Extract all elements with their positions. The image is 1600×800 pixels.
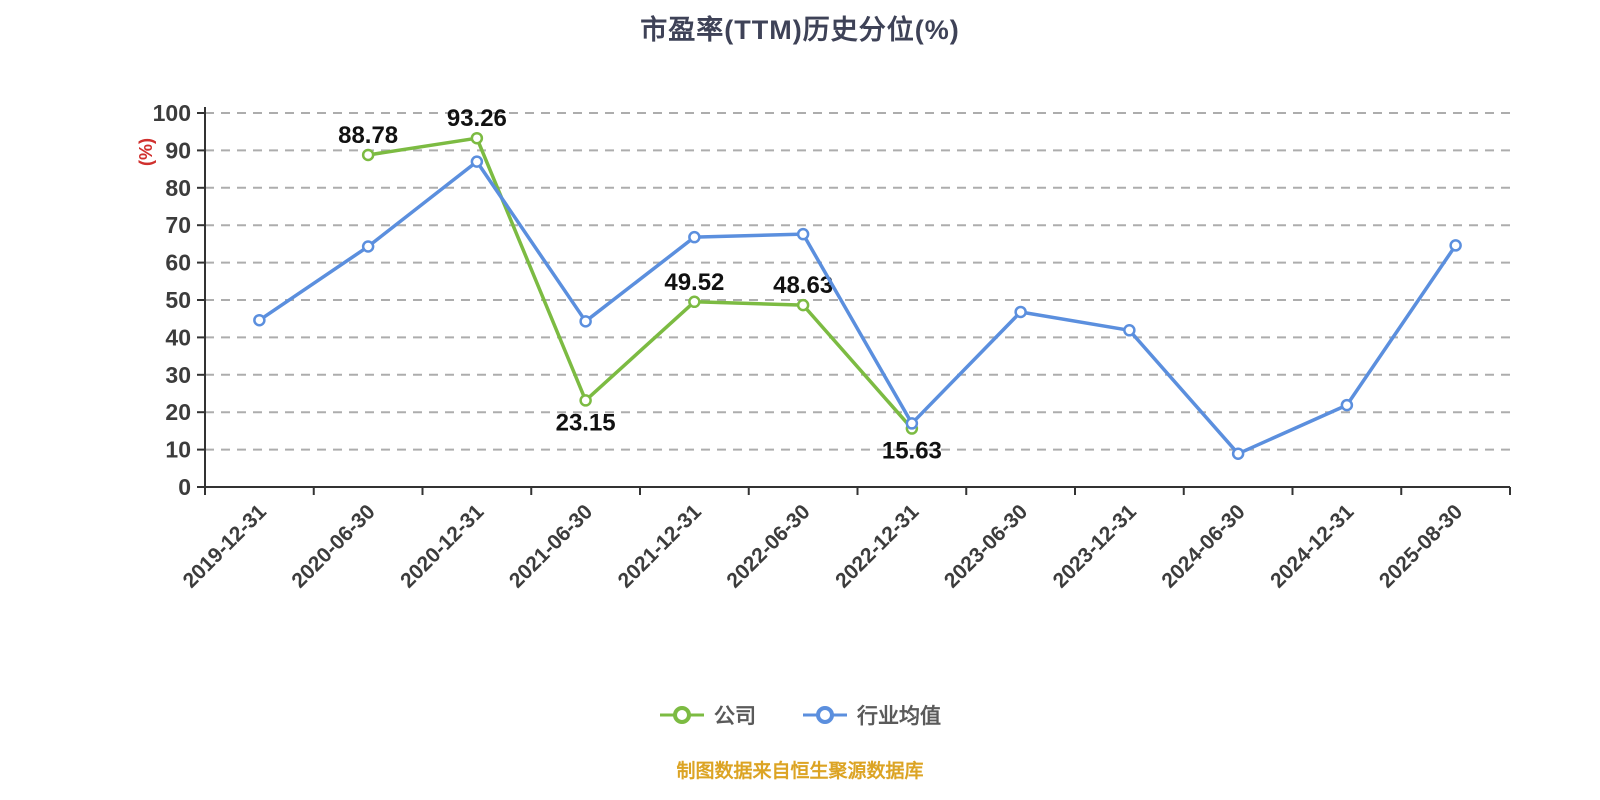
source-caption: 制图数据来自恒生聚源数据库	[676, 761, 924, 782]
x-tick-label: 2021-06-30	[505, 500, 597, 592]
x-tick-label: 2022-12-31	[831, 500, 923, 592]
data-point	[1340, 398, 1354, 412]
data-label: 49.52	[664, 269, 724, 296]
data-point	[796, 227, 810, 241]
chart-title: 市盈率(TTM)历史分位(%)	[640, 15, 960, 45]
data-point	[253, 313, 266, 327]
data-label: 48.63	[773, 272, 833, 299]
y-tick-label: 10	[165, 437, 191, 463]
data-point	[361, 240, 375, 253]
data-point	[688, 230, 701, 244]
data-point	[1231, 447, 1245, 460]
x-tick-label: 2019-12-31	[179, 500, 271, 592]
y-tick-label: 40	[165, 324, 191, 350]
x-tick-label: 2020-06-30	[287, 500, 379, 592]
data-label: 93.26	[447, 105, 507, 132]
y-axis-name: (%)	[136, 138, 156, 166]
y-tick-label: 80	[165, 175, 191, 201]
data-point	[1449, 239, 1462, 252]
legend-line-marker-icon	[803, 706, 847, 724]
y-tick-label: 70	[165, 212, 191, 238]
x-tick-label: 2021-12-31	[614, 500, 706, 592]
x-tick-label: 2023-12-31	[1049, 500, 1141, 592]
data-label: 15.63	[882, 438, 942, 465]
x-tick-label: 2024-06-30	[1157, 500, 1249, 592]
y-tick-label: 30	[165, 362, 191, 388]
legend-label: 行业均值	[857, 705, 941, 728]
legend: 公司 行业均值	[0, 700, 1600, 730]
data-label: 88.78	[338, 122, 398, 149]
legend-label: 公司	[714, 705, 756, 728]
legend-item-company[interactable]: 公司	[659, 700, 756, 730]
x-tick-label: 2025-08-30	[1375, 500, 1467, 592]
data-point	[688, 295, 701, 309]
data-point	[579, 315, 592, 328]
data-point	[579, 394, 592, 407]
data-point	[470, 155, 484, 168]
data-point	[1123, 324, 1136, 337]
x-tick-label: 2022-06-30	[722, 500, 814, 592]
y-tick-label: 20	[165, 399, 191, 425]
data-point	[796, 298, 810, 312]
data-point	[361, 148, 375, 162]
x-tick-label: 2023-06-30	[940, 500, 1032, 592]
y-tick-label: 60	[165, 250, 191, 276]
data-point	[905, 417, 919, 430]
legend-item-industry-average[interactable]: 行业均值	[802, 700, 941, 730]
y-tick-label: 0	[178, 474, 191, 500]
series-line-公司	[366, 136, 914, 431]
y-tick-label: 50	[165, 287, 191, 313]
data-label: 23.15	[556, 409, 616, 436]
series-line-行业均值	[257, 159, 1458, 456]
data-point	[1014, 305, 1027, 319]
y-tick-label: 90	[165, 137, 191, 163]
y-tick-label: 100	[153, 100, 191, 126]
x-tick-label: 2024-12-31	[1266, 500, 1358, 592]
legend-line-marker-icon	[660, 706, 704, 724]
data-point	[470, 131, 484, 145]
x-tick-label: 2020-12-31	[396, 500, 488, 592]
